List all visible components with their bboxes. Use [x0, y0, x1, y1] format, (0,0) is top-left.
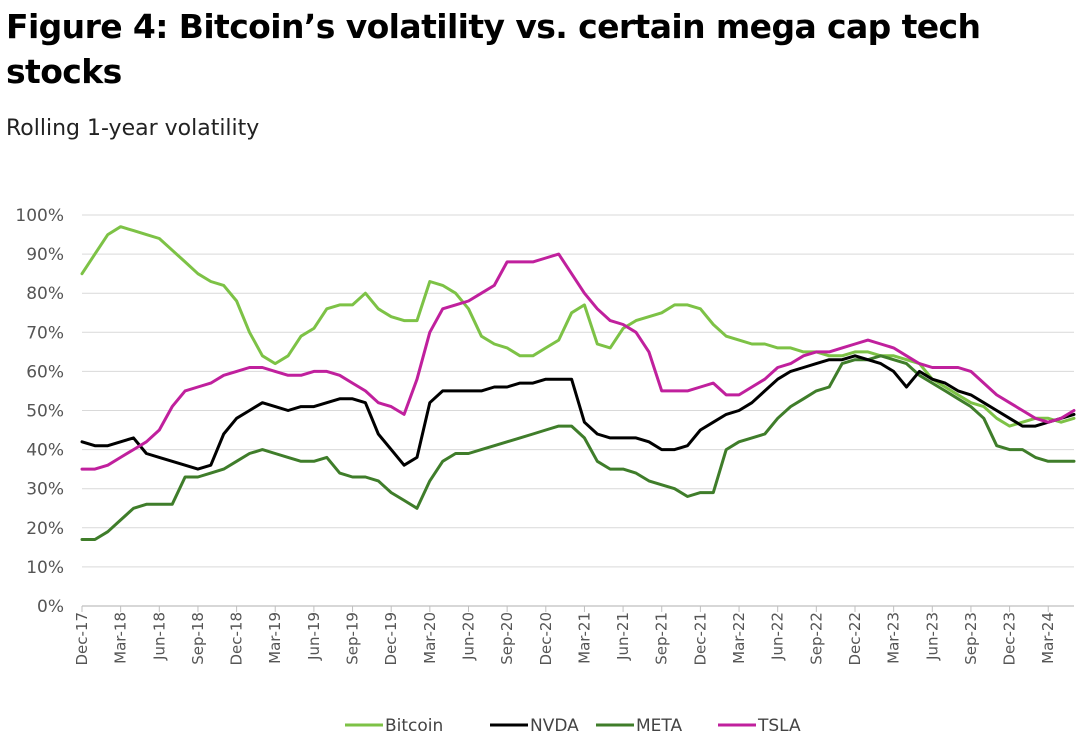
series-line-nvda: [80, 354, 1076, 471]
x-tick-label: Mar-22: [730, 612, 748, 664]
x-tick-label: Mar-20: [421, 612, 439, 664]
x-tick-label: Jun-20: [459, 612, 477, 661]
legend-label-nvda: NVDA: [530, 716, 579, 736]
y-tick-label: 40%: [26, 441, 64, 461]
x-tick-label: Dec-17: [73, 612, 91, 666]
series-line-bitcoin: [80, 225, 1076, 428]
series-line-meta: [80, 354, 1076, 541]
gridlines: [82, 214, 1074, 607]
y-tick-label: 0%: [37, 597, 64, 617]
x-tick-label: Dec-19: [382, 612, 400, 666]
x-tick-label: Jun-23: [923, 612, 941, 661]
x-tick-label: Jun-18: [150, 612, 168, 661]
x-tick-label: Sep-19: [344, 612, 362, 665]
y-tick-label: 60%: [26, 362, 64, 382]
x-tick-label: Jun-19: [305, 612, 323, 661]
legend-label-meta: META: [636, 716, 682, 736]
y-tick-label: 80%: [26, 284, 64, 304]
series-lines: [80, 225, 1076, 541]
x-tick-label: Sep-20: [498, 612, 516, 665]
x-axis-ticks: Dec-17 Mar-18 Jun-18 Sep-18 Dec-18 Mar-19 Jun-…: [73, 606, 1057, 666]
y-tick-label: 100%: [15, 206, 64, 226]
y-axis-ticks: 0% 10% 20% 30% 40% 50% 60% 70% 80% 90% 100%: [15, 206, 64, 617]
x-tick-label: Sep-21: [653, 612, 671, 665]
x-tick-label: Sep-23: [962, 612, 980, 665]
y-tick-label: 70%: [26, 323, 64, 343]
series-line-tsla: [80, 252, 1076, 471]
y-tick-label: 20%: [26, 519, 64, 539]
x-tick-label: Dec-23: [1001, 612, 1019, 666]
y-tick-label: 50%: [26, 402, 64, 422]
y-tick-label: 30%: [26, 480, 64, 500]
x-tick-label: Sep-22: [807, 612, 825, 665]
x-tick-label: Dec-22: [846, 612, 864, 666]
x-tick-label: Mar-24: [1039, 612, 1057, 664]
legend-label-tsla: TSLA: [757, 716, 801, 736]
y-tick-label: 10%: [26, 558, 64, 578]
x-tick-label: Jun-21: [614, 612, 632, 661]
chart-title: Figure 4: Bitcoin’s volatility vs. certa…: [6, 7, 981, 91]
x-tick-label: Jun-22: [769, 612, 787, 661]
x-tick-label: Mar-18: [112, 612, 130, 664]
x-tick-label: Mar-19: [266, 612, 284, 664]
x-tick-label: Sep-18: [189, 612, 207, 665]
chart-subtitle: Rolling 1-year volatility: [6, 116, 260, 141]
x-tick-label: Dec-18: [228, 612, 246, 666]
legend-label-bitcoin: Bitcoin: [385, 716, 443, 736]
x-tick-label: Mar-23: [885, 612, 903, 664]
x-tick-label: Dec-21: [691, 612, 709, 666]
x-tick-label: Dec-20: [537, 612, 555, 666]
x-tick-label: Mar-21: [575, 612, 593, 664]
y-tick-label: 90%: [26, 245, 64, 265]
legend: Bitcoin NVDA META TSLA: [345, 716, 801, 736]
